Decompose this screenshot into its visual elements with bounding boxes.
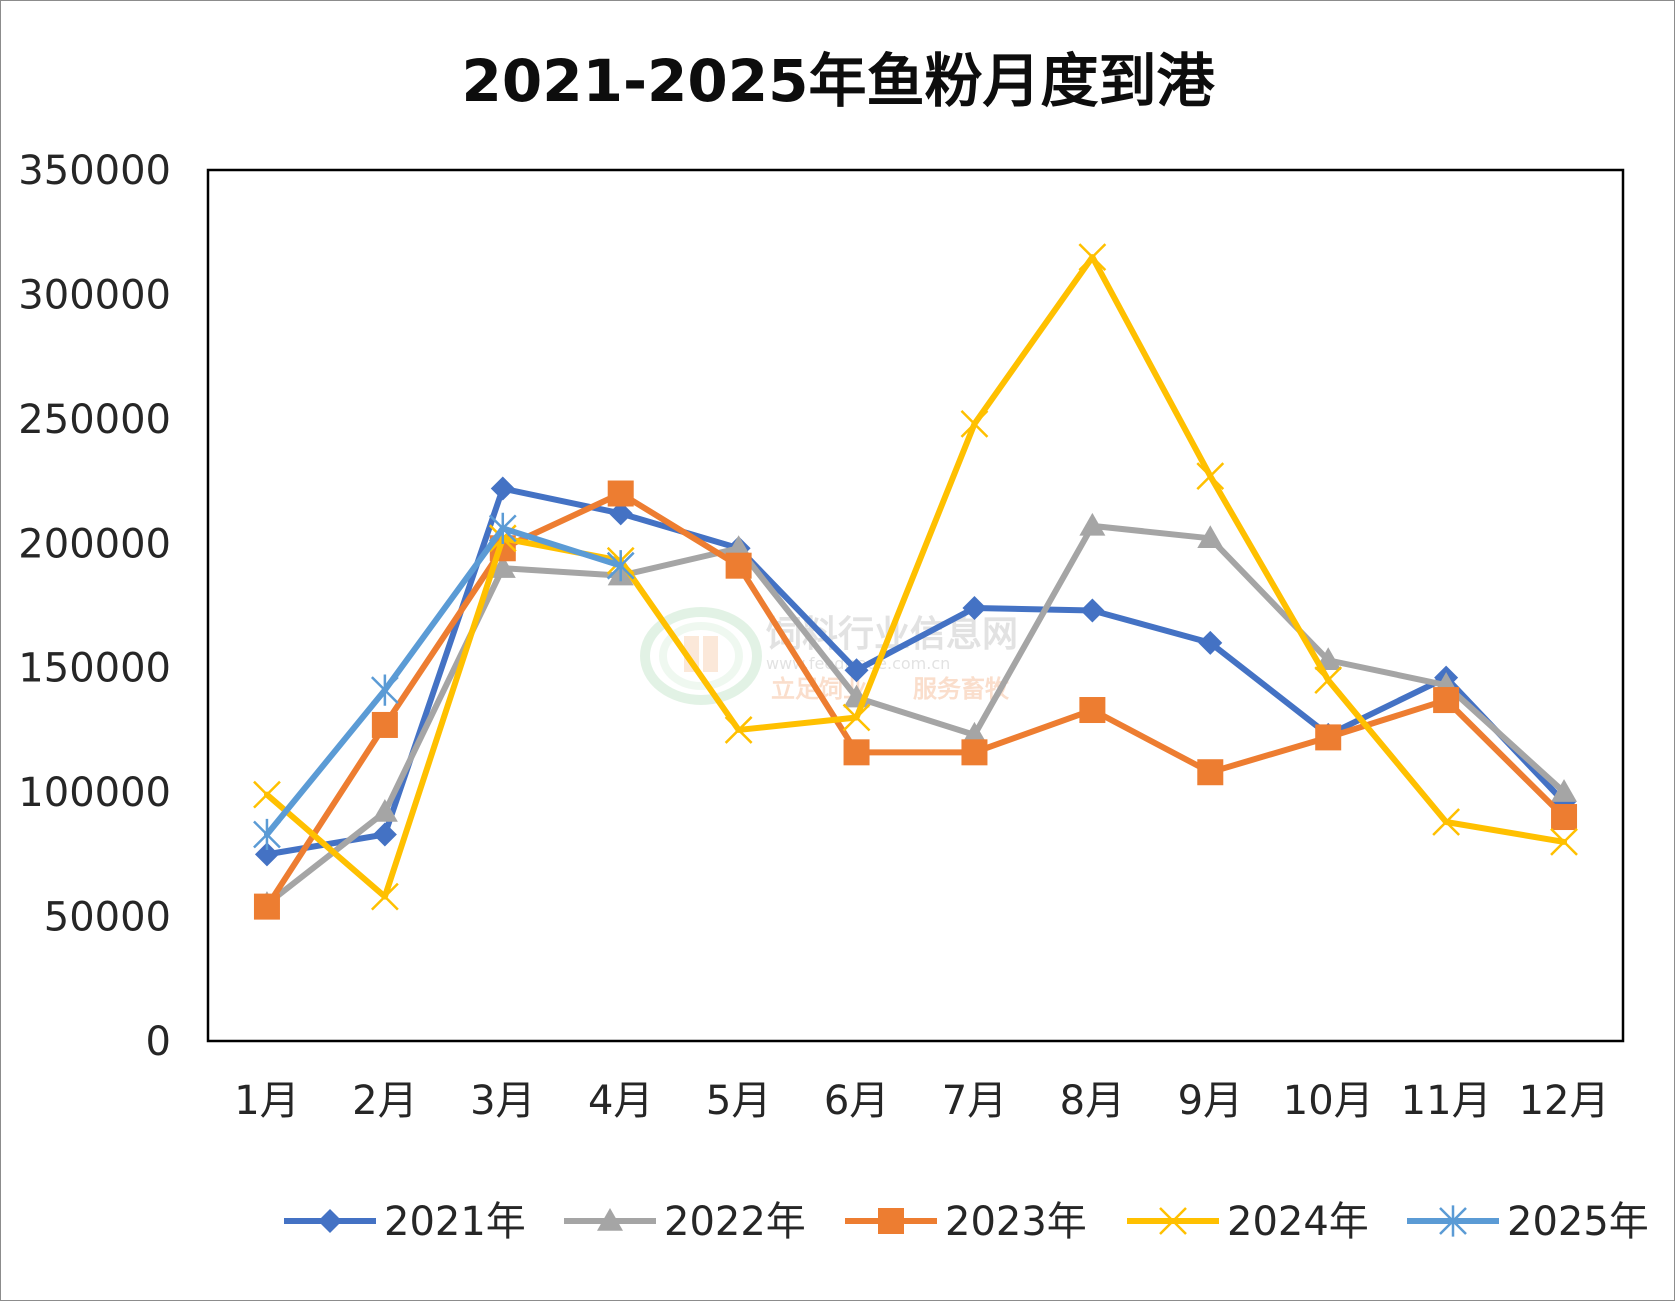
x-tick-label: 3月: [470, 1078, 535, 1124]
data-point: [724, 716, 753, 744]
data-point: [1432, 808, 1461, 836]
data-point: [1551, 779, 1578, 802]
legend-item-2: 2022年: [564, 1199, 806, 1245]
y-tick-label: 250000: [18, 397, 171, 443]
watermark: 饲料行业信息网 www.feedtrade.com.cn 立足饲业 服务畜牧: [640, 607, 1018, 705]
legend-item-3: 2023年: [845, 1199, 1087, 1245]
y-tick-label: 100000: [18, 770, 171, 816]
data-point: [372, 822, 397, 847]
x-tick-label: 4月: [588, 1078, 653, 1124]
data-point: [253, 780, 281, 809]
legend-item-4: 2024年: [1127, 1199, 1369, 1245]
legend-item-1: 2021年: [284, 1199, 526, 1245]
data-point: [490, 476, 515, 501]
legend-marker: [1159, 1207, 1187, 1235]
data-point: [962, 595, 987, 620]
series-line: [263, 485, 1568, 858]
x-tick-label: 7月: [942, 1078, 1007, 1124]
legend-label: 2021年: [384, 1199, 526, 1245]
data-point: [370, 882, 399, 911]
legend: 2021年 2022年 2023年 2024年 2025年: [284, 1199, 1649, 1245]
x-tick-label: 9月: [1178, 1078, 1243, 1124]
y-tick-label: 200000: [18, 521, 171, 567]
data-point: [371, 799, 398, 822]
data-point: [1314, 666, 1343, 695]
data-point: [725, 535, 752, 559]
series-line: [263, 254, 1568, 900]
data-point: [1551, 804, 1578, 831]
y-tick-label: 50000: [44, 895, 171, 941]
x-tick-label: 11月: [1401, 1078, 1492, 1124]
data-point: [1079, 512, 1106, 536]
data-point: [961, 739, 988, 766]
data-point: [607, 480, 634, 507]
data-point: [1550, 828, 1578, 856]
chart-title: 2021-2025年鱼粉月度到港: [462, 47, 1216, 115]
data-point: [1079, 697, 1106, 724]
legend-label: 2024年: [1227, 1199, 1369, 1245]
x-tick-label: 6月: [824, 1078, 889, 1124]
data-point: [489, 555, 516, 578]
data-point: [1078, 243, 1107, 271]
data-point: [843, 739, 870, 766]
plot-area: [206, 168, 1625, 1043]
legend-marker: [318, 1209, 342, 1233]
series-line: [263, 522, 1568, 908]
data-point: [253, 893, 280, 920]
data-point: [1198, 630, 1223, 655]
x-tick-label: 8月: [1060, 1078, 1125, 1124]
data-point: [1197, 759, 1224, 786]
series-line: [263, 525, 624, 838]
data-point: [370, 674, 399, 706]
data-point: [961, 721, 988, 745]
series-layer: [253, 243, 1578, 920]
series-4: [253, 243, 1578, 911]
legend-marker: [1439, 1205, 1467, 1237]
data-point: [1080, 598, 1105, 623]
y-tick-label: 350000: [18, 148, 171, 194]
y-tick-label: 300000: [18, 272, 171, 318]
data-point: [253, 818, 281, 851]
x-tick-label: 12月: [1519, 1078, 1610, 1124]
legend-marker: [878, 1208, 904, 1234]
data-point: [960, 409, 989, 438]
data-point: [844, 658, 869, 683]
data-point: [1433, 687, 1460, 714]
data-point: [606, 550, 635, 582]
y-tick-label: 0: [146, 1019, 171, 1065]
x-axis-tick-labels: 1月 2月 3月 4月 5月 6月 7月 8月 9月 10月 11月 12月: [234, 1078, 1609, 1124]
watermark-logo: [640, 607, 762, 705]
y-axis-tick-labels: 0 50000 100000 150000 200000 250000 300000 3500…: [18, 148, 171, 1065]
data-point: [1315, 724, 1342, 751]
series-3: [253, 480, 1578, 920]
legend-label: 2023年: [945, 1199, 1087, 1245]
data-point: [608, 501, 633, 526]
series-5: [253, 512, 635, 851]
data-point: [725, 552, 752, 579]
series-line: [263, 490, 1568, 910]
data-point: [371, 711, 398, 738]
legend-label: 2025年: [1507, 1199, 1649, 1245]
data-point: [1197, 525, 1224, 549]
data-point: [254, 842, 279, 867]
x-tick-label: 2月: [352, 1078, 417, 1124]
legend-marker: [597, 1208, 623, 1231]
legend-label: 2022年: [664, 1199, 806, 1245]
data-point: [488, 512, 517, 544]
data-point: [1196, 462, 1225, 490]
x-tick-label: 5月: [706, 1078, 771, 1124]
x-tick-label: 1月: [234, 1078, 299, 1124]
data-point: [842, 703, 871, 732]
legend-item-5: 2025年: [1407, 1199, 1649, 1245]
y-tick-label: 150000: [18, 646, 171, 692]
x-tick-label: 10月: [1283, 1078, 1374, 1124]
